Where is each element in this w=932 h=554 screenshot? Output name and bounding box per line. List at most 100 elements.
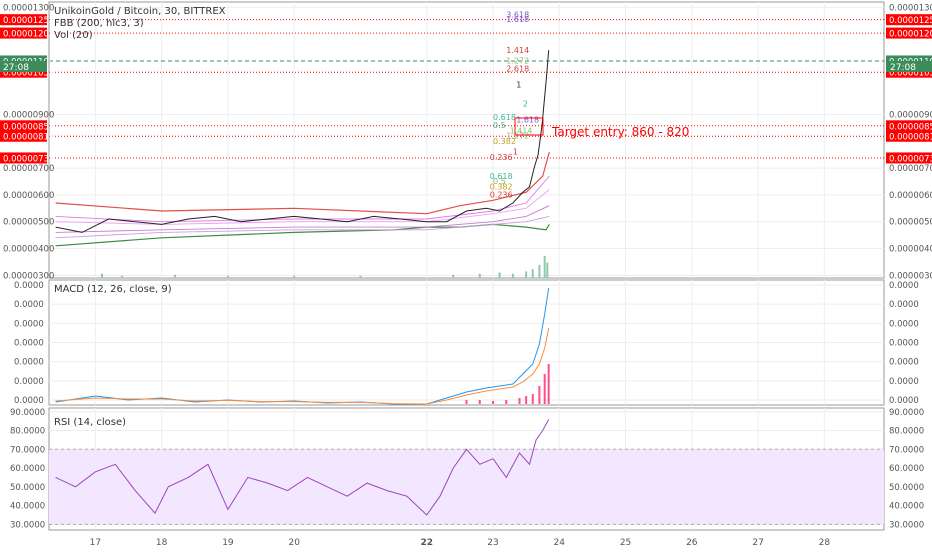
macd-histogram xyxy=(465,364,550,404)
price-level-tag-bg xyxy=(886,27,932,39)
axis-bottom: 17 18 19 20 22 23 24 25 26 27 28 xyxy=(90,538,831,548)
panel-frame xyxy=(48,1,885,279)
price-level-tag-bg xyxy=(0,120,47,132)
fib-label: 2 xyxy=(523,100,528,109)
volume-bar xyxy=(452,274,455,278)
volume-bar xyxy=(531,269,534,278)
band-mid3 xyxy=(55,205,550,233)
price-level-tag-left: 0.00000819 xyxy=(3,133,54,143)
volume-bar xyxy=(226,275,229,278)
price-level-tag-bg xyxy=(0,66,47,78)
fib-label: 1.414 xyxy=(506,46,529,55)
price-level-tag-right: 0.00001254 xyxy=(889,16,932,26)
fib-label: 0.618 xyxy=(490,172,513,181)
price-level-tag-right: 0.00001204 xyxy=(889,30,932,40)
band-mid1 xyxy=(55,175,550,223)
rsi-line xyxy=(55,419,550,516)
fib-label: 0.5 xyxy=(493,177,506,186)
macd-histogram-bar xyxy=(531,394,534,404)
volume-bar xyxy=(525,271,528,278)
price-level-tag-left: 0.00000858 xyxy=(3,122,54,132)
x-tick-label: 28 xyxy=(819,538,831,548)
y-tick-label: 0.00000600 xyxy=(889,191,932,201)
x-tick-label: 23 xyxy=(487,538,498,548)
price-level-tag-left: 0.00001058 xyxy=(3,69,54,79)
macd-histogram-bar xyxy=(465,400,468,404)
y-tick-label: 0.0000 xyxy=(14,319,44,329)
x-tick-label: 18 xyxy=(156,538,168,548)
price-level-tag-bg xyxy=(0,14,47,26)
macd-histogram-bar xyxy=(518,398,521,404)
fib-label: 2.618 xyxy=(506,65,529,74)
y-tick-label: 0.00000900 xyxy=(3,111,54,121)
x-tick-label: 20 xyxy=(288,538,300,548)
y-tick-label: 60.0000 xyxy=(10,464,45,474)
y-tick-label: 0.00000900 xyxy=(889,111,932,121)
volume-bar xyxy=(546,262,549,278)
price-level-tag-right: 0.00000738 xyxy=(889,154,932,164)
price-level-tag-left: 0.00001254 xyxy=(3,16,54,26)
fib-label: 1 xyxy=(513,148,518,157)
y-tick-label: 0.00000500 xyxy=(3,218,54,228)
volume-bar xyxy=(478,273,481,278)
band-lower xyxy=(55,223,550,247)
macd-histogram-bar xyxy=(538,386,541,404)
y-tick-label: 90.0000 xyxy=(889,408,924,418)
fib-label: 0.382 xyxy=(490,183,513,192)
macd-histogram-bar xyxy=(505,400,508,404)
macd-indicator-label[interactable]: MACD (12, 26, close, 9) xyxy=(54,284,172,295)
macd-histogram-bar xyxy=(547,364,550,404)
y-tick-label: 0.00000300 xyxy=(889,271,932,281)
y-tick-label: 40.0000 xyxy=(10,502,45,512)
y-tick-label: 0.00000300 xyxy=(3,271,54,281)
y-tick-label: 0.00000700 xyxy=(889,164,932,174)
y-tick-label: 0.0000 xyxy=(889,396,919,406)
price-level-tag-left: 0.00000738 xyxy=(3,154,54,164)
x-tick-label: 22 xyxy=(420,538,433,548)
price-series xyxy=(55,50,550,233)
y-tick-label: 70.0000 xyxy=(889,445,924,455)
y-tick-label: 30.0000 xyxy=(889,520,924,530)
fib-label: 0.618 xyxy=(493,113,516,122)
x-tick-label: 27 xyxy=(752,538,763,548)
y-tick-label: 0.0000 xyxy=(889,281,919,291)
price-level-tag-bg xyxy=(886,55,932,67)
volume-bars xyxy=(101,256,549,278)
y-tick-label: 0.0000 xyxy=(14,396,44,406)
y-tick-label: 0.0000 xyxy=(889,300,919,310)
x-tick-label: 26 xyxy=(686,538,698,548)
volume-bar xyxy=(543,256,546,278)
y-tick-label: 0.00001300 xyxy=(889,3,932,13)
fib-label: 3.618 xyxy=(506,11,529,20)
countdown-tag-left: 27:08 xyxy=(3,63,29,73)
fib-label: 0.236 xyxy=(490,153,513,162)
price-levels xyxy=(49,19,884,159)
target-annotation: Target entry: 860 - 820 xyxy=(551,125,689,139)
fbb-indicator-label[interactable]: FBB (200, hlc3, 3) xyxy=(54,18,144,29)
price-level-tag-right: 0.00001058 xyxy=(889,69,932,79)
price-level-tag-bg xyxy=(0,152,47,164)
volume-bar xyxy=(359,275,362,278)
axis-right: 0.000012540.000012040.000011000.00001058… xyxy=(886,3,932,530)
rsi-band-fill xyxy=(49,449,884,525)
target-box[interactable] xyxy=(514,117,544,136)
fib-label: 0.236 xyxy=(490,191,513,200)
rsi-band xyxy=(49,448,884,525)
rsi-indicator-label[interactable]: RSI (14, close) xyxy=(54,417,126,428)
y-tick-label: 0.00000500 xyxy=(889,218,932,228)
y-tick-label: 40.0000 xyxy=(889,502,924,512)
price-level-tag-bg xyxy=(0,27,47,39)
price-level-tag-right: 0.00000819 xyxy=(889,133,932,143)
y-tick-label: 80.0000 xyxy=(10,427,45,437)
volume-indicator-label[interactable]: Vol (20) xyxy=(54,30,93,41)
y-tick-label: 0.0000 xyxy=(889,339,919,349)
macd-histogram-bar xyxy=(478,400,481,404)
fib-label: 1.414 xyxy=(510,126,533,135)
y-tick-label: 0.00000400 xyxy=(889,245,932,255)
macd-histogram-bar xyxy=(492,401,495,404)
volume-bar xyxy=(120,275,123,278)
y-tick-label: 0.00001300 xyxy=(3,3,54,13)
fib-label: 0.382 xyxy=(493,137,516,146)
